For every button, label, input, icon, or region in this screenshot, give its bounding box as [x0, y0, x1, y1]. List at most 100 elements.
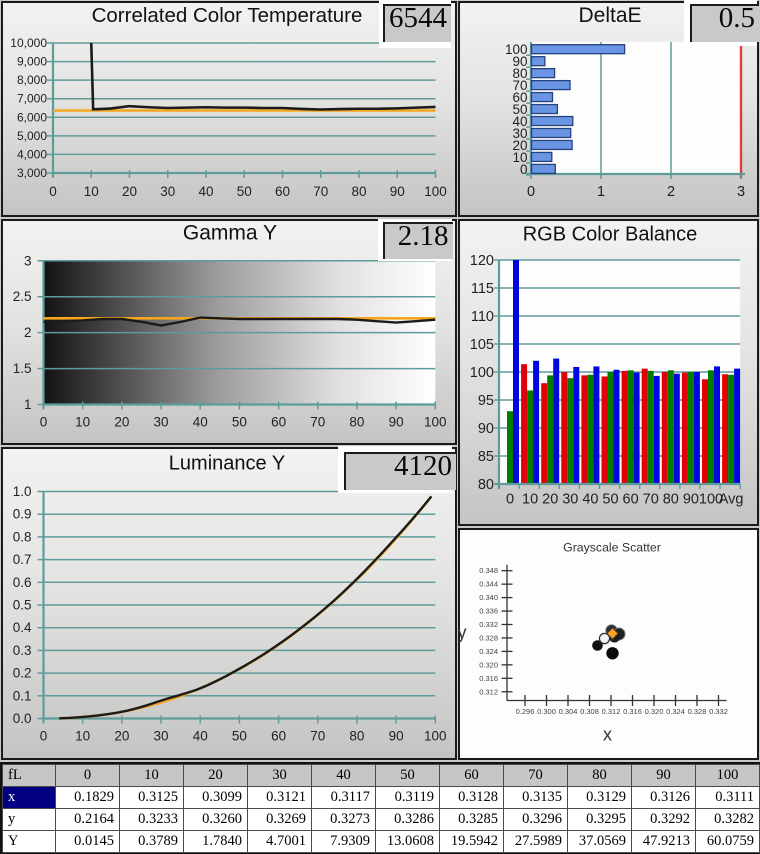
svg-text:30: 30 — [154, 729, 169, 744]
svg-text:0: 0 — [49, 184, 57, 199]
svg-text:10: 10 — [84, 184, 99, 199]
svg-text:60: 60 — [512, 90, 527, 105]
svg-text:3,000: 3,000 — [17, 166, 47, 180]
svg-text:RGB Color Balance: RGB Color Balance — [523, 224, 698, 246]
svg-text:100: 100 — [505, 42, 528, 57]
svg-text:3: 3 — [737, 184, 745, 200]
svg-text:0.312: 0.312 — [479, 687, 498, 696]
svg-text:0.320: 0.320 — [645, 707, 664, 716]
svg-text:10,000: 10,000 — [10, 36, 47, 50]
svg-text:0.328: 0.328 — [688, 707, 707, 716]
svg-text:70: 70 — [643, 492, 659, 508]
svg-text:60: 60 — [275, 184, 290, 199]
svg-text:30: 30 — [154, 415, 169, 430]
svg-text:30: 30 — [160, 184, 175, 199]
svg-text:80: 80 — [349, 729, 364, 744]
svg-text:90: 90 — [389, 415, 404, 430]
svg-text:80: 80 — [351, 184, 366, 199]
svg-text:40: 40 — [193, 729, 208, 744]
svg-text:90: 90 — [390, 184, 405, 199]
svg-text:50: 50 — [232, 729, 247, 744]
svg-text:60: 60 — [271, 729, 286, 744]
svg-text:0.304: 0.304 — [559, 707, 578, 716]
svg-text:80: 80 — [478, 477, 494, 493]
svg-text:DeltaE: DeltaE — [578, 4, 641, 27]
svg-text:2.5: 2.5 — [13, 289, 32, 304]
svg-text:60: 60 — [271, 415, 286, 430]
svg-text:10: 10 — [75, 415, 90, 430]
svg-text:2: 2 — [667, 184, 675, 200]
svg-text:0: 0 — [40, 415, 48, 430]
svg-text:0: 0 — [520, 162, 528, 177]
svg-text:0.332: 0.332 — [479, 620, 498, 629]
svg-text:1: 1 — [24, 397, 32, 412]
svg-text:100: 100 — [424, 729, 447, 744]
svg-text:110: 110 — [471, 309, 494, 325]
svg-text:40: 40 — [193, 415, 208, 430]
svg-text:60: 60 — [623, 492, 639, 508]
svg-text:0.9: 0.9 — [13, 507, 32, 522]
svg-text:0.344: 0.344 — [479, 580, 498, 589]
svg-text:90: 90 — [512, 54, 527, 69]
svg-text:80: 80 — [512, 66, 527, 81]
svg-text:0.348: 0.348 — [479, 566, 498, 575]
svg-text:0.312: 0.312 — [602, 707, 621, 716]
svg-text:2: 2 — [24, 325, 32, 340]
svg-text:Luminance Y: Luminance Y — [169, 453, 285, 475]
svg-text:Avg: Avg — [719, 492, 744, 508]
svg-text:70: 70 — [310, 729, 325, 744]
svg-text:7,000: 7,000 — [17, 92, 47, 106]
svg-text:0.296: 0.296 — [516, 707, 535, 716]
svg-text:100: 100 — [424, 184, 447, 199]
svg-text:90: 90 — [478, 421, 494, 437]
svg-text:20: 20 — [114, 729, 129, 744]
svg-text:0.300: 0.300 — [537, 707, 556, 716]
svg-text:0.340: 0.340 — [479, 593, 498, 602]
svg-text:8,000: 8,000 — [17, 73, 47, 87]
svg-text:70: 70 — [512, 78, 527, 93]
svg-text:0.324: 0.324 — [666, 707, 685, 716]
svg-text:105: 105 — [470, 337, 494, 353]
svg-text:40: 40 — [198, 184, 213, 199]
svg-text:100: 100 — [699, 492, 723, 508]
svg-text:0.320: 0.320 — [479, 660, 498, 669]
svg-text:50: 50 — [512, 102, 527, 117]
svg-text:1.5: 1.5 — [13, 361, 32, 376]
svg-text:70: 70 — [313, 184, 328, 199]
svg-text:30: 30 — [562, 492, 578, 508]
svg-text:3: 3 — [24, 253, 32, 268]
svg-text:0.336: 0.336 — [479, 607, 498, 616]
svg-text:20: 20 — [512, 138, 527, 153]
svg-text:0.1: 0.1 — [13, 688, 32, 703]
svg-text:0.3: 0.3 — [13, 643, 32, 658]
svg-text:90: 90 — [683, 492, 699, 508]
svg-text:0.316: 0.316 — [479, 674, 498, 683]
svg-text:50: 50 — [232, 415, 247, 430]
svg-text:90: 90 — [389, 729, 404, 744]
svg-text:40: 40 — [582, 492, 598, 508]
svg-text:20: 20 — [114, 415, 129, 430]
svg-text:0: 0 — [506, 492, 514, 508]
svg-text:50: 50 — [602, 492, 618, 508]
svg-text:0.308: 0.308 — [580, 707, 599, 716]
svg-text:y: y — [458, 623, 467, 643]
svg-text:Grayscale Scatter: Grayscale Scatter — [563, 541, 661, 555]
svg-text:20: 20 — [542, 492, 558, 508]
svg-text:95: 95 — [478, 393, 494, 409]
svg-text:0.7: 0.7 — [13, 552, 32, 567]
svg-text:0: 0 — [527, 184, 535, 200]
svg-text:0.5: 0.5 — [13, 598, 32, 613]
svg-text:0.316: 0.316 — [623, 707, 642, 716]
svg-text:0.328: 0.328 — [479, 633, 498, 642]
svg-text:100: 100 — [424, 415, 447, 430]
svg-text:120: 120 — [470, 253, 494, 269]
svg-text:85: 85 — [478, 449, 494, 465]
svg-text:x: x — [603, 725, 612, 745]
svg-text:9,000: 9,000 — [17, 55, 47, 69]
svg-text:80: 80 — [349, 415, 364, 430]
svg-text:0.8: 0.8 — [13, 529, 32, 544]
svg-text:0.2: 0.2 — [13, 666, 32, 681]
svg-text:Gamma Y: Gamma Y — [183, 222, 277, 245]
svg-text:5,000: 5,000 — [17, 129, 47, 143]
svg-text:50: 50 — [237, 184, 252, 199]
